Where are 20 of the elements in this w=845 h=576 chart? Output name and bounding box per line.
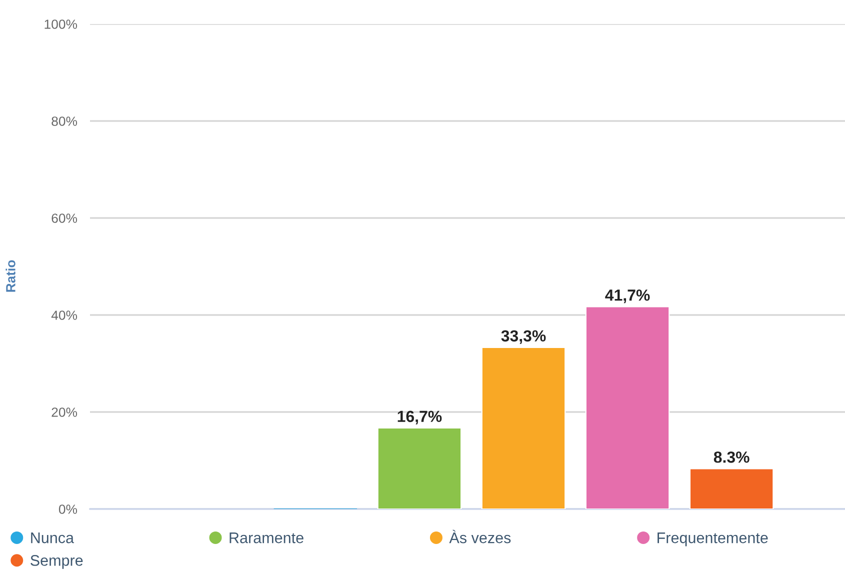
legend-label: Nunca (31, 532, 74, 544)
y-tick-label: 0% (58, 504, 78, 514)
bar (377, 427, 462, 509)
data-label: 16,7% (398, 410, 442, 424)
legend-label: Sempre (30, 555, 83, 569)
y-tick-label: 100% (44, 20, 78, 29)
bar (481, 346, 566, 509)
y-tick-label: 80% (52, 116, 78, 126)
bar (689, 468, 774, 509)
data-label: 41,7% (605, 290, 650, 304)
legend-label: Frequentemente (658, 532, 768, 546)
legend-label: Às vezes (449, 530, 511, 544)
y-tick-label: 60% (52, 214, 78, 223)
y-tick-label: 20% (52, 408, 78, 417)
data-label: 33,3% (501, 330, 546, 344)
y-tick-label: 40% (51, 310, 78, 320)
bar (585, 306, 670, 509)
legend-label: Raramente (230, 532, 304, 544)
y-axis-title: Ratio (6, 260, 16, 292)
data-label: 8.3% (714, 452, 750, 463)
